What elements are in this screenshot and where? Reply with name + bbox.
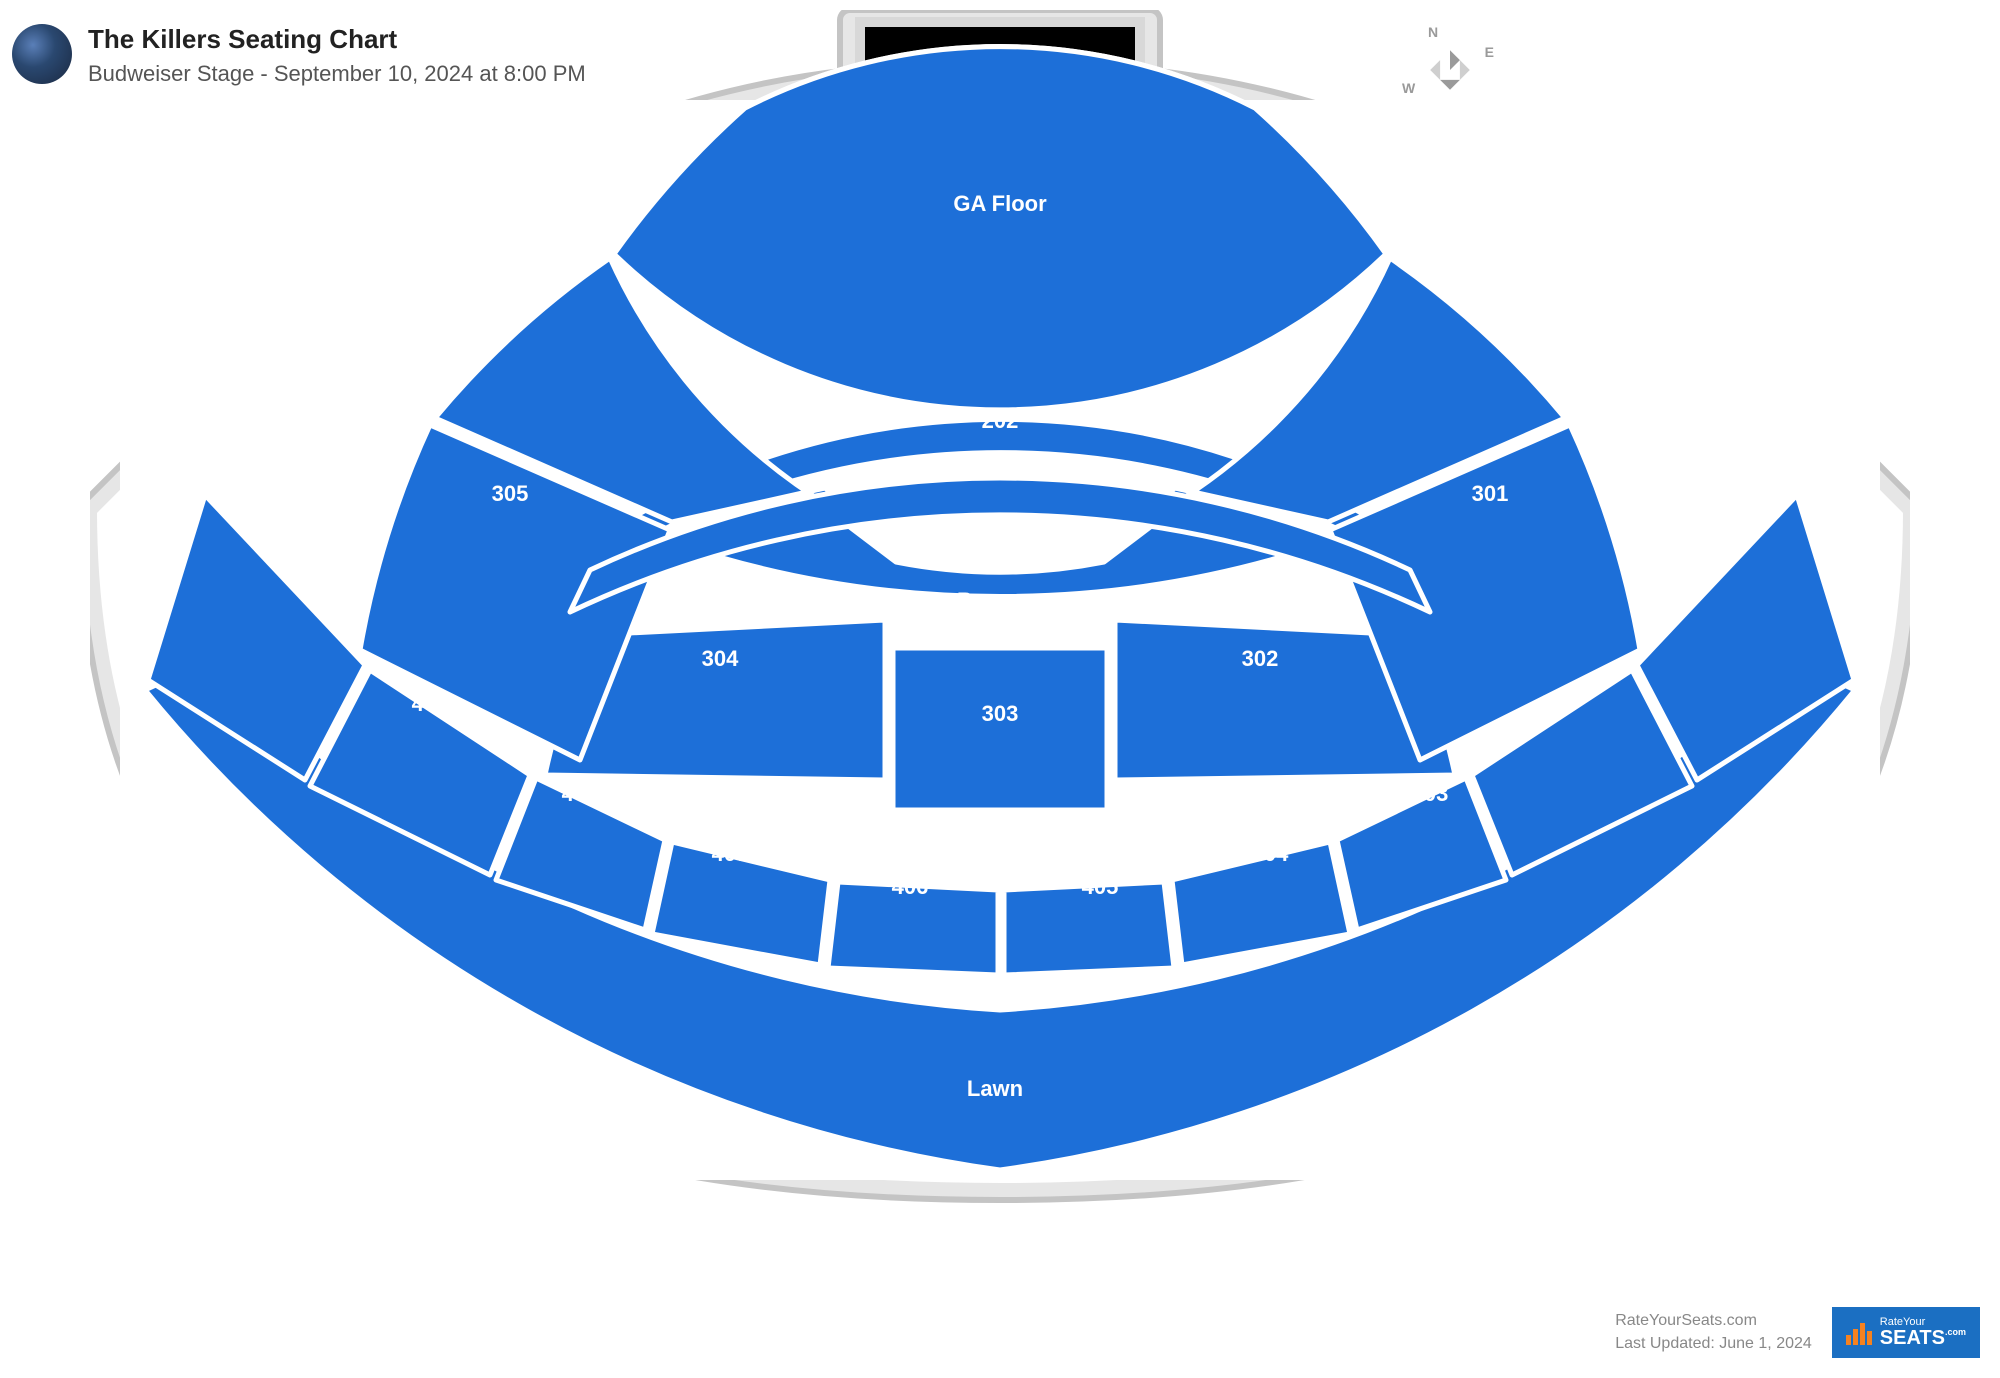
footer-site: RateYourSeats.com [1615,1310,1812,1332]
logo-bars-icon [1846,1321,1872,1345]
section-405[interactable] [1004,882,1174,975]
logo-bottom: SEATS.com [1880,1328,1966,1348]
section-406[interactable] [828,882,998,975]
seating-chart: STAGE [90,10,1910,1310]
logo-text: RateYour SEATS.com [1880,1317,1966,1348]
logo-badge[interactable]: RateYour SEATS.com [1832,1307,1980,1358]
footer-text: RateYourSeats.com Last Updated: June 1, … [1615,1310,1812,1355]
event-avatar [12,24,72,84]
page-footer: RateYourSeats.com Last Updated: June 1, … [1615,1307,1980,1358]
footer-updated: Last Updated: June 1, 2024 [1615,1333,1812,1355]
section-303[interactable] [893,648,1107,810]
